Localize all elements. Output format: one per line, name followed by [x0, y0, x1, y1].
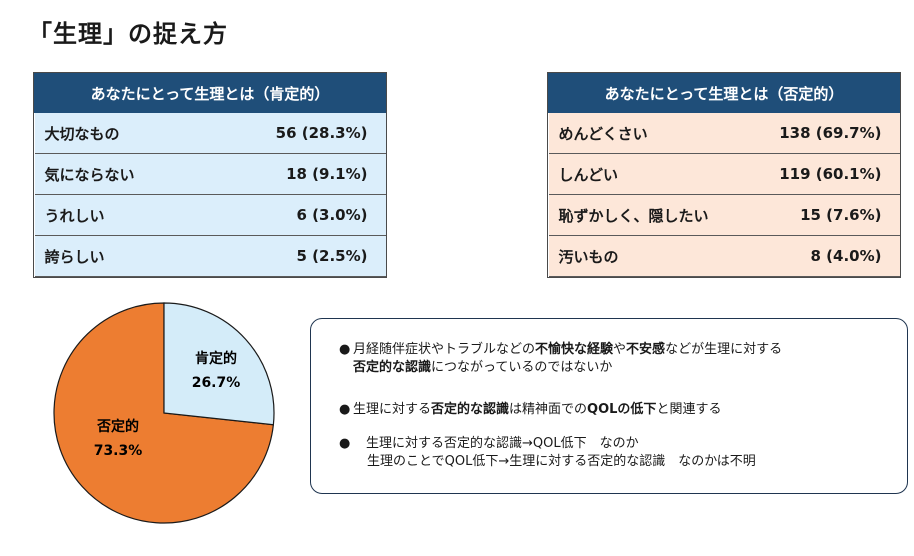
table-row: しんどい 119 (60.1%): [548, 153, 900, 195]
negative-table-header: あなたにとって生理とは（否定的）: [548, 73, 900, 113]
slice-label-negative-name: 否定的: [96, 418, 139, 435]
notes-box: ● 月経随伴症状やトラブルなどの不愉快な経験や不安感などが生理に対する 否定的な認…: [310, 318, 908, 494]
pie-slice-positive: [163, 302, 275, 426]
note-1: ● 月経随伴症状やトラブルなどの不愉快な経験や不安感などが生理に対する 否定的な認…: [339, 342, 783, 375]
row-label: しんどい: [548, 153, 748, 195]
row-value: 6 (3.0%): [202, 194, 386, 236]
slice-label-positive-name: 肯定的: [195, 350, 237, 367]
row-value: 18 (9.1%): [202, 153, 386, 195]
note-3: ● 生理に対する否定的な認識→QOL低下 なのか 生理のことでQOL低下→生理に…: [339, 436, 756, 469]
table-row: 気にならない 18 (9.1%): [34, 153, 386, 195]
row-value: 8 (4.0%): [747, 235, 900, 277]
positive-table: あなたにとって生理とは（肯定的） 大切なもの 56 (28.3%) 気にならない…: [33, 72, 387, 278]
row-value: 119 (60.1%): [747, 153, 900, 195]
row-value: 56 (28.3%): [202, 112, 386, 154]
note-2: ● 生理に対する否定的な認識は精神面でのQOLの低下と関連する: [339, 402, 722, 417]
table-row: 大切なもの 56 (28.3%): [34, 112, 386, 154]
row-value: 5 (2.5%): [202, 235, 386, 277]
row-value: 15 (7.6%): [747, 194, 900, 236]
row-label: うれしい: [34, 194, 203, 236]
bullet-icon: ●: [339, 436, 351, 451]
table-row: 誇らしい 5 (2.5%): [34, 235, 386, 277]
table-row: 恥ずかしく、隠したい 15 (7.6%): [548, 194, 900, 236]
row-label: 汚いもの: [548, 235, 748, 277]
row-label: 誇らしい: [34, 235, 203, 277]
row-label: 気にならない: [34, 153, 203, 195]
table-row: 汚いもの 8 (4.0%): [548, 235, 900, 277]
pie-chart: 肯定的 26.7% 否定的 73.3%: [53, 302, 275, 524]
slice-label-positive-value: 26.7%: [192, 375, 241, 391]
positive-table-header: あなたにとって生理とは（肯定的）: [34, 73, 386, 113]
table-row: めんどくさい 138 (69.7%): [548, 112, 900, 154]
row-label: 大切なもの: [34, 112, 203, 154]
bullet-icon: ●: [339, 402, 351, 417]
slice-label-negative-value: 73.3%: [94, 443, 143, 459]
row-label: 恥ずかしく、隠したい: [548, 194, 748, 236]
negative-table: あなたにとって生理とは（否定的） めんどくさい 138 (69.7%) しんどい…: [547, 72, 901, 278]
row-label: めんどくさい: [548, 112, 748, 154]
row-value: 138 (69.7%): [747, 112, 900, 154]
page-title: 「生理」の捉え方: [28, 20, 228, 48]
bullet-icon: ●: [339, 342, 351, 357]
table-row: うれしい 6 (3.0%): [34, 194, 386, 236]
